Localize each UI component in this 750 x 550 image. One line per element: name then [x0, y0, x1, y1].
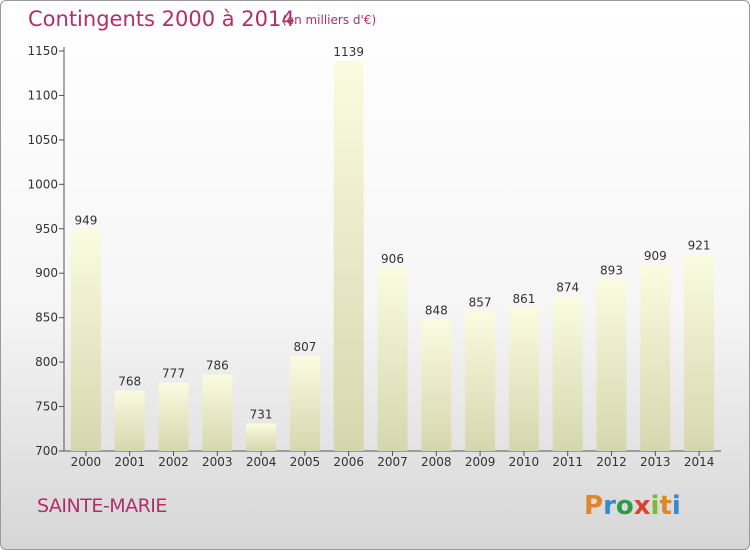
axes: 700 750 800 850 900 950 1000 1050 1100 1150 2000 20… — [27, 44, 721, 469]
bar-value-label: 857 — [469, 295, 492, 309]
y-tick-label: 700 — [35, 444, 58, 458]
chart-subtitle: (en milliers d'€) — [282, 13, 377, 27]
logo-letter: x — [633, 491, 651, 521]
proxiti-logo[interactable]: Proxiti — [584, 491, 681, 521]
x-tick-label: 2003 — [202, 455, 233, 469]
bar — [684, 254, 715, 451]
bar-value-label: 807 — [293, 340, 316, 354]
bar — [552, 296, 583, 451]
y-tick-label: 900 — [35, 266, 58, 280]
x-tick-label: 2002 — [158, 455, 189, 469]
x-tick-label: 2004 — [246, 455, 277, 469]
bar-value-label: 861 — [512, 292, 535, 306]
x-tick-label: 2008 — [421, 455, 452, 469]
bar-value-label: 848 — [425, 303, 448, 317]
x-tick-label: 2009 — [465, 455, 496, 469]
bar-value-label: 874 — [556, 280, 579, 294]
bar — [289, 355, 320, 451]
x-tick-label: 2014 — [684, 455, 715, 469]
logo-letter: i — [671, 491, 681, 521]
x-tick-label: 2005 — [290, 455, 321, 469]
bar-value-label: 949 — [74, 214, 97, 228]
y-tick-label: 1100 — [27, 88, 58, 102]
town-name: SAINTE-MARIE — [37, 495, 167, 517]
bar — [421, 319, 452, 451]
bar-value-label: 786 — [206, 359, 229, 373]
y-tick-label: 750 — [35, 400, 58, 414]
logo-letter: o — [615, 491, 634, 521]
logo-letter: t — [659, 491, 672, 521]
bar — [596, 279, 627, 451]
y-tick-label: 1050 — [27, 133, 58, 147]
bar-value-label: 921 — [688, 239, 711, 253]
bar-value-label: 909 — [644, 249, 667, 263]
x-tick-label: 2007 — [377, 455, 408, 469]
bar — [70, 229, 101, 451]
y-tick-label: 1000 — [27, 177, 58, 191]
bar-value-label: 731 — [250, 407, 273, 421]
logo-letter: P — [584, 491, 604, 521]
bar-value-label: 1139 — [333, 45, 364, 59]
bar — [246, 423, 277, 451]
bar — [202, 374, 233, 451]
x-tick-label: 2013 — [640, 455, 671, 469]
bar — [333, 60, 364, 452]
data-labels: 949 768 777 786 731 807 1139 906 848 857 861 874 893… — [74, 45, 710, 422]
logo-letter: i — [650, 491, 660, 521]
x-tick-label: 2011 — [552, 455, 583, 469]
y-tick-label: 950 — [35, 222, 58, 236]
y-tick-label: 800 — [35, 355, 58, 369]
bar — [158, 382, 189, 451]
bar-value-label: 906 — [381, 252, 404, 266]
x-tick-label: 2006 — [333, 455, 364, 469]
bar — [640, 265, 671, 451]
bar — [508, 307, 539, 451]
x-tick-label: 2012 — [596, 455, 627, 469]
bar — [377, 267, 408, 451]
y-tick-label: 1150 — [27, 44, 58, 58]
x-tick-label: 2010 — [509, 455, 540, 469]
x-tick-label: 2000 — [71, 455, 102, 469]
bar — [114, 390, 145, 451]
bars — [70, 60, 715, 452]
bar-value-label: 893 — [600, 263, 623, 277]
logo-letter: r — [603, 491, 616, 521]
y-tick-label: 850 — [35, 311, 58, 325]
bar-value-label: 777 — [162, 367, 185, 381]
bar-value-label: 768 — [118, 375, 141, 389]
bar — [465, 311, 496, 451]
x-tick-label: 2001 — [114, 455, 145, 469]
chart-title: Contingents 2000 à 2014 — [28, 7, 295, 31]
